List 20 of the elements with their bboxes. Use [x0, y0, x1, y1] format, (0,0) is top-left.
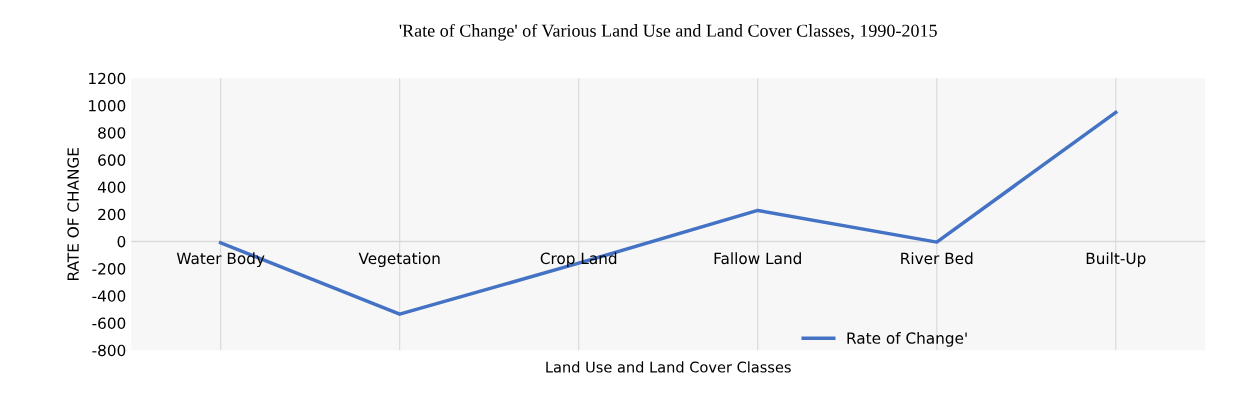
y-axis-title: RATE OF CHANGE: [67, 148, 79, 280]
y-tick-label: -400: [92, 290, 126, 302]
x-tick-label: Vegetation: [358, 252, 440, 268]
y-tick-label: -800: [92, 344, 126, 357]
y-tick-label: 1000: [89, 99, 126, 112]
x-tick-label: Fallow Land: [714, 252, 801, 265]
y-tick-label: 800: [98, 127, 126, 139]
legend-label: Rate of Change': [847, 332, 967, 347]
y-tick-label: -200: [92, 263, 126, 275]
y-tick-label: -600: [92, 317, 126, 330]
x-tick-label: Water Body: [176, 252, 265, 268]
y-tick-label: 0: [117, 235, 126, 248]
x-axis-title: Land Use and Land Cover Classes: [546, 361, 791, 373]
y-tick-label: 1200: [89, 72, 126, 85]
chart-title: 'Rate of Change' of Various Land Use and Land Cover Classes, 1990-2015: [399, 23, 937, 41]
y-tick-label: 400: [97, 181, 126, 194]
y-tick-label: 200: [98, 208, 126, 221]
x-tick-label: River Bed: [901, 252, 973, 265]
x-tick-label: Built-Up: [1086, 252, 1146, 268]
y-tick-label: 600: [98, 154, 126, 166]
